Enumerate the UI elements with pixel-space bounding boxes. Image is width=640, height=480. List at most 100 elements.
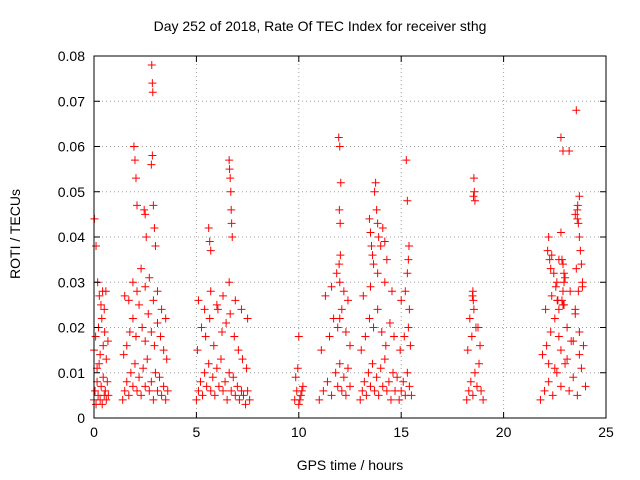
data-point — [543, 246, 552, 255]
data-point — [147, 61, 156, 70]
data-point — [325, 332, 334, 341]
data-point — [323, 377, 332, 386]
data-point — [242, 364, 251, 373]
data-point — [469, 305, 478, 314]
data-point — [367, 242, 376, 251]
data-point — [327, 391, 336, 400]
data-point — [573, 214, 582, 223]
data-point — [381, 341, 390, 350]
data-point — [100, 328, 109, 337]
data-point — [238, 355, 247, 364]
data-point — [575, 233, 584, 241]
data-point — [373, 219, 382, 228]
data-point — [382, 255, 391, 264]
data-point — [536, 395, 545, 404]
data-point — [130, 156, 139, 165]
data-point — [226, 187, 235, 196]
data-point — [377, 328, 386, 337]
data-point — [560, 269, 569, 278]
data-point — [369, 260, 378, 269]
data-point — [141, 382, 150, 391]
data-point — [243, 314, 252, 323]
data-point — [335, 278, 344, 287]
data-point — [386, 395, 395, 404]
data-point — [403, 269, 412, 278]
data-point — [556, 382, 565, 391]
data-point — [148, 151, 157, 160]
data-point — [336, 178, 345, 187]
data-point — [405, 382, 414, 391]
y-tick-label: 0.02 — [58, 320, 85, 336]
data-point — [230, 332, 239, 341]
data-point — [474, 323, 482, 332]
data-point — [225, 278, 234, 287]
data-point — [475, 359, 484, 368]
data-point — [141, 210, 150, 219]
data-point — [139, 364, 148, 373]
data-point — [470, 368, 479, 377]
data-point — [549, 269, 558, 278]
data-point — [131, 174, 140, 183]
data-point — [245, 395, 254, 404]
y-tick-label: 0.03 — [58, 274, 85, 290]
data-point — [538, 350, 547, 359]
data-point — [141, 282, 150, 291]
data-point — [558, 260, 567, 269]
data-point — [151, 368, 160, 377]
data-point — [577, 364, 586, 373]
data-point — [133, 287, 142, 296]
data-point — [343, 364, 352, 373]
data-point — [359, 291, 368, 300]
data-point — [404, 242, 413, 251]
data-point — [390, 332, 399, 341]
data-point — [546, 264, 555, 273]
data-point — [206, 287, 215, 296]
data-point — [201, 332, 210, 341]
data-point — [389, 368, 398, 377]
data-point — [218, 328, 226, 337]
data-point — [376, 242, 385, 251]
data-point — [365, 214, 374, 223]
data-point — [579, 341, 588, 350]
data-point — [558, 287, 567, 296]
data-point — [469, 192, 478, 201]
data-point — [466, 377, 475, 386]
data-point — [560, 278, 569, 287]
data-point — [206, 246, 215, 255]
data-point — [561, 359, 570, 368]
y-axis-label: ROTI / TECUs — [7, 189, 23, 279]
data-point — [137, 391, 146, 400]
data-point — [366, 382, 375, 391]
data-point — [147, 160, 156, 169]
data-point — [574, 287, 583, 296]
data-point — [399, 377, 408, 386]
data-point — [572, 264, 581, 273]
data-point — [294, 400, 303, 409]
data-point — [298, 382, 307, 391]
data-point — [222, 318, 231, 327]
data-point — [239, 391, 248, 400]
data-point — [573, 391, 582, 400]
data-point — [396, 346, 405, 355]
data-point — [124, 391, 133, 400]
data-point — [219, 386, 228, 395]
data-point — [210, 391, 219, 400]
data-point — [577, 260, 586, 269]
data-point — [137, 264, 146, 273]
data-point — [552, 278, 561, 287]
data-point — [198, 391, 207, 400]
data-point — [548, 391, 557, 400]
data-point — [98, 400, 107, 409]
data-point — [463, 346, 472, 355]
data-point — [469, 296, 478, 305]
data-point — [468, 391, 477, 400]
data-point — [162, 355, 171, 364]
data-point — [149, 201, 158, 210]
data-point — [373, 269, 382, 278]
y-tick-label: 0 — [77, 410, 85, 426]
data-point — [378, 382, 387, 391]
data-point — [233, 382, 242, 391]
data-point — [569, 373, 578, 382]
data-point — [124, 296, 133, 305]
data-point — [576, 246, 585, 255]
